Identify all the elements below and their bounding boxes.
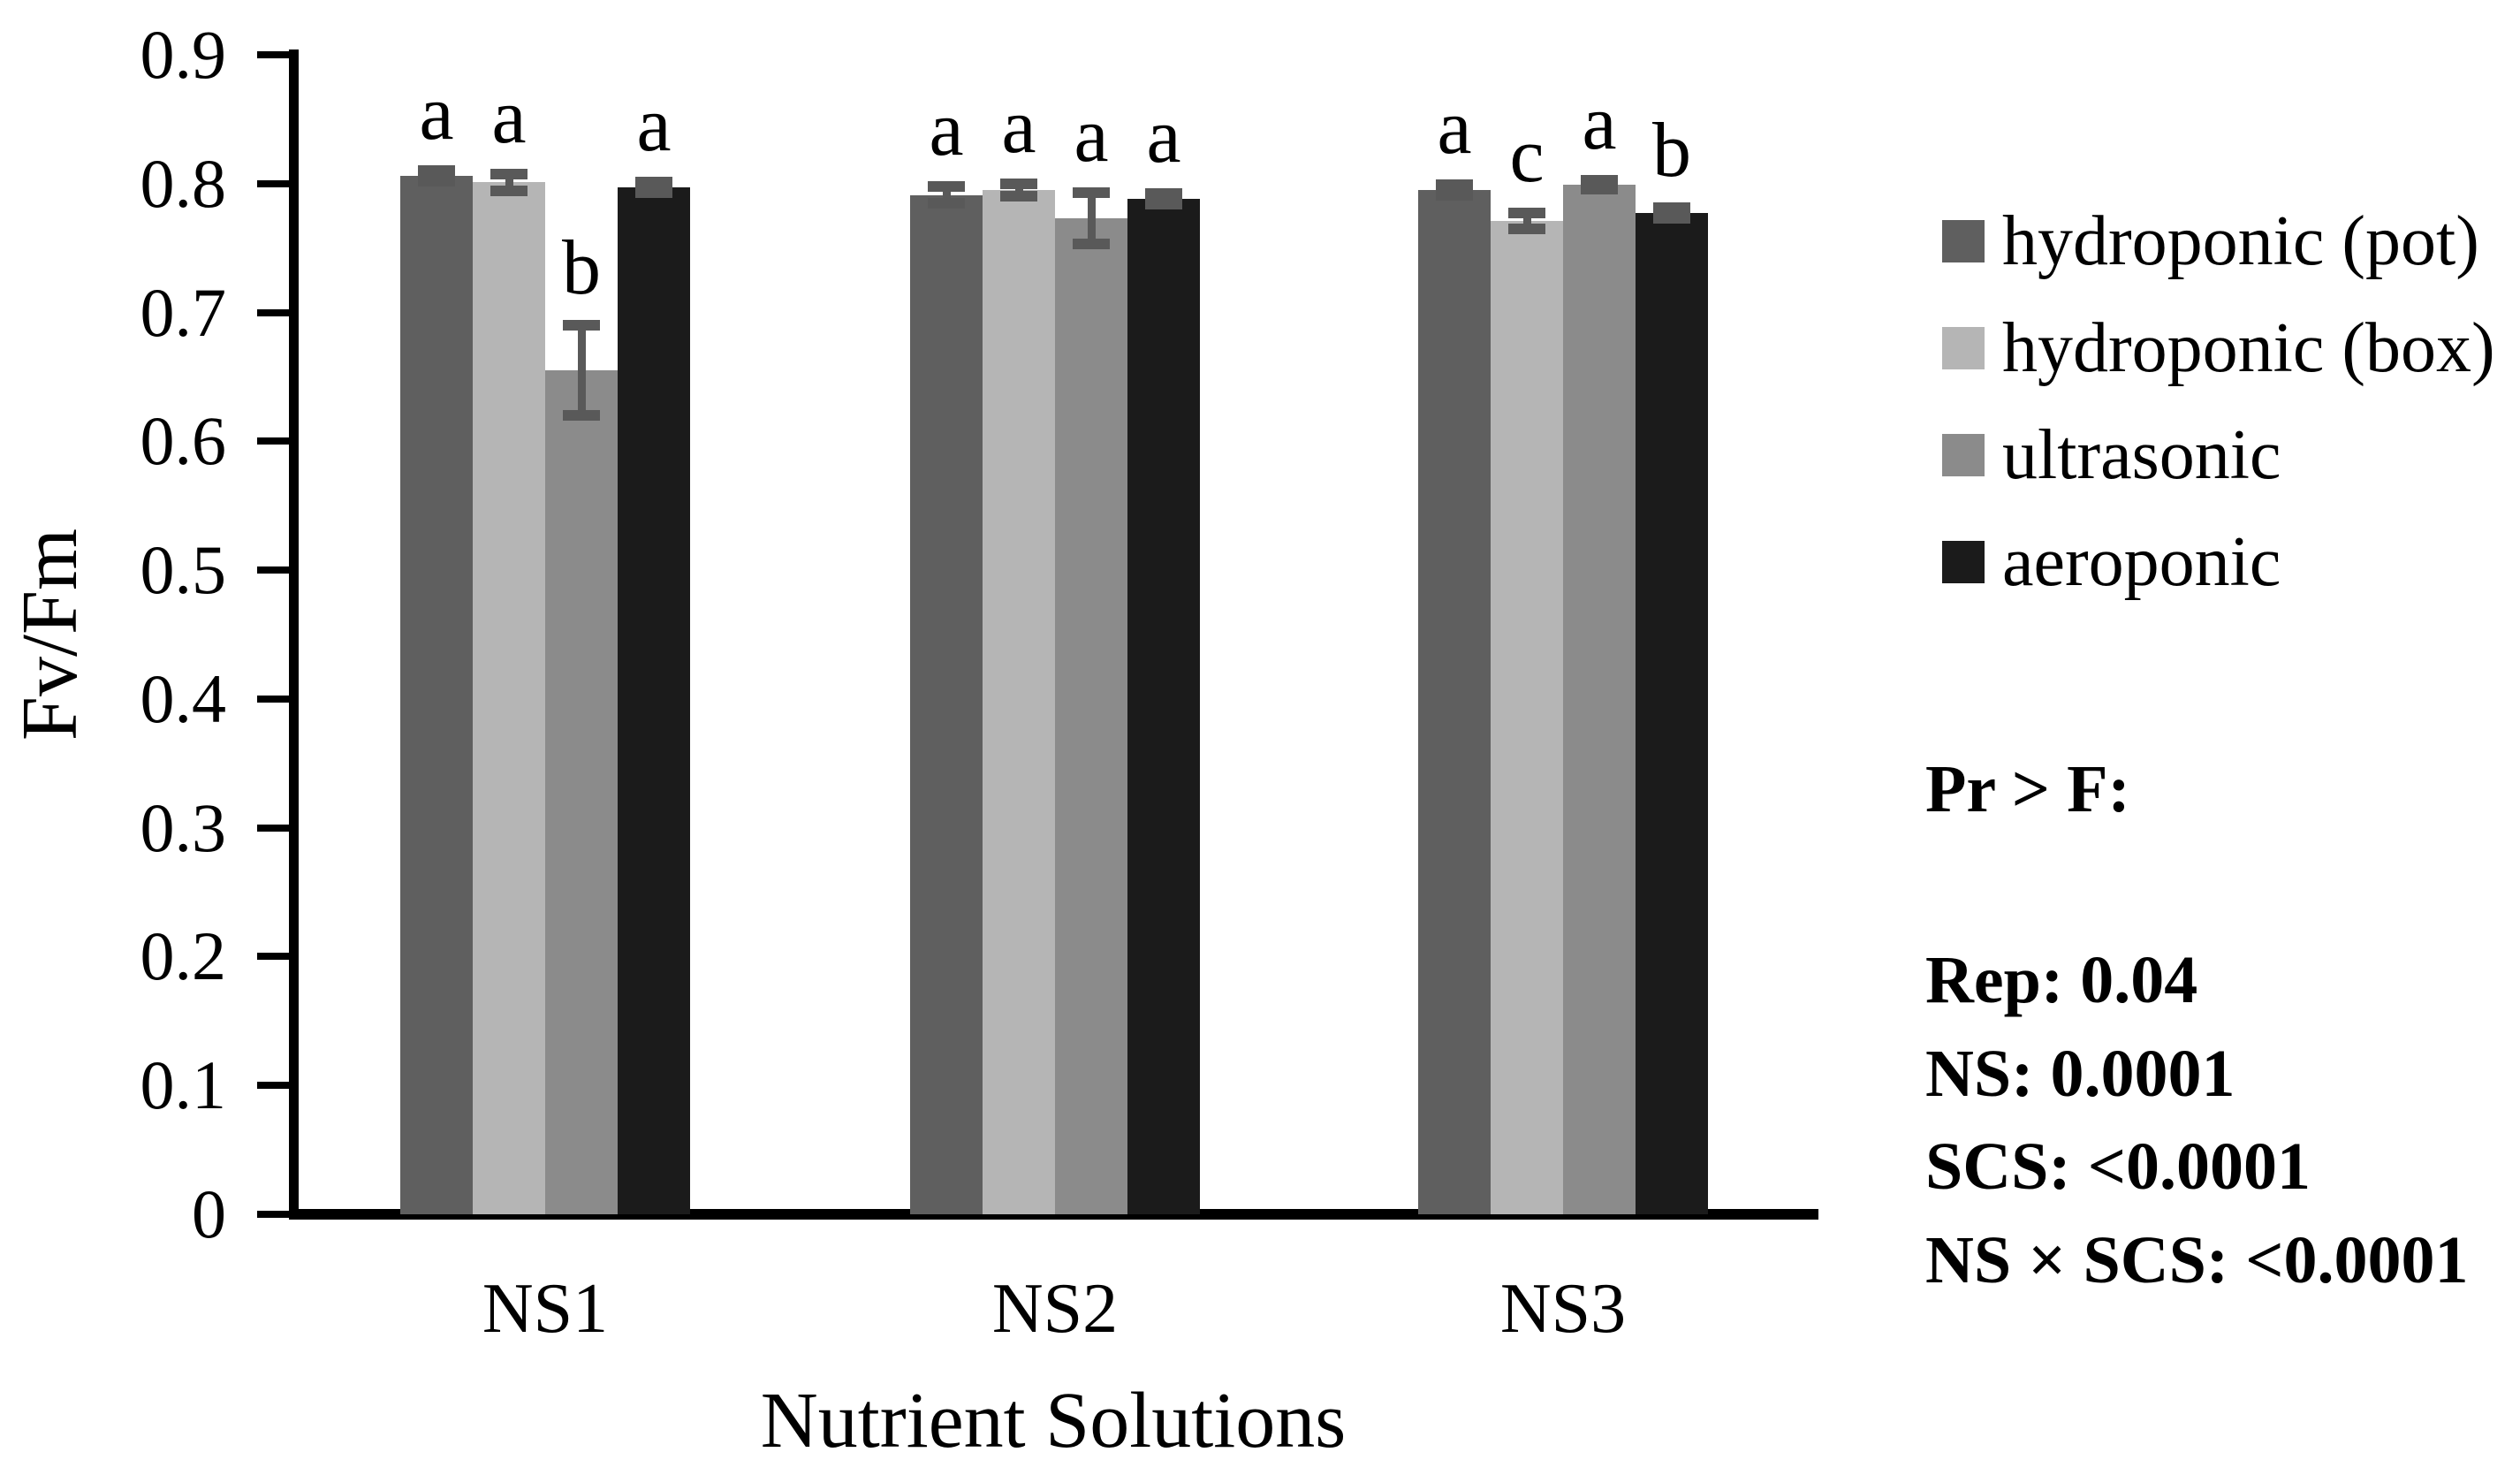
error-bar-cap-top [1508, 208, 1545, 219]
error-bar-cap-bottom [635, 186, 672, 198]
error-bar-cap-bottom [1581, 184, 1618, 195]
error-bar-cap-top [563, 320, 600, 331]
y-tick [257, 1082, 289, 1090]
error-bar-stem [942, 186, 951, 204]
stats-line: NS × SCS: <0.0001 [1925, 1222, 2469, 1297]
y-tick-label: 0.7 [140, 273, 227, 351]
error-bar-cap-bottom [418, 175, 455, 186]
error-bar-cap-bottom [563, 410, 600, 422]
error-bar-cap-bottom [1073, 239, 1110, 250]
significance-letter: a [1437, 85, 1472, 171]
bar [473, 182, 545, 1214]
significance-letter: b [562, 225, 601, 312]
error-bar-cap-top [928, 181, 965, 193]
error-bar-cap-top [490, 168, 528, 179]
error-bar-cap-bottom [1436, 189, 1473, 201]
error-bar-cap-top [418, 165, 455, 177]
stats-line: Rep: 0.04 [1925, 943, 2198, 1017]
bar [1491, 221, 1563, 1214]
legend-swatch [1942, 434, 1985, 476]
category-label: NS3 [1499, 1270, 1627, 1348]
significance-letter: a [1582, 80, 1617, 167]
stats-line: NS: 0.0001 [1925, 1036, 2235, 1111]
y-tick-label: 0.8 [140, 144, 227, 222]
significance-letter: a [1146, 94, 1181, 180]
significance-letter: a [491, 73, 527, 160]
significance-letter: a [636, 82, 672, 169]
bar [545, 370, 618, 1214]
error-bar-cap-bottom [928, 198, 965, 209]
category-label: NS1 [482, 1270, 609, 1348]
error-bar-cap-bottom [1145, 199, 1182, 210]
stats-line: SCS: <0.0001 [1925, 1129, 2311, 1204]
bar [1418, 190, 1491, 1214]
bar [1563, 185, 1636, 1214]
legend-swatch [1942, 327, 1985, 369]
error-bar-stem [505, 173, 513, 191]
y-tick [257, 51, 289, 58]
bar [618, 187, 690, 1214]
y-tick-label: 0.6 [140, 402, 227, 480]
y-tick-label: 0.3 [140, 788, 227, 866]
y-tick-label: 0.9 [140, 16, 227, 93]
y-tick-label: 0.4 [140, 659, 227, 737]
y-tick-label: 0 [192, 1175, 226, 1252]
error-bar-cap-top [1000, 178, 1037, 189]
stats-heading: Pr > F: [1925, 752, 2130, 826]
y-tick [257, 437, 289, 445]
legend-label: aeroponic [2002, 523, 2281, 601]
error-bar-cap-bottom [1653, 213, 1690, 224]
significance-letter: a [1074, 92, 1109, 179]
legend-label: ultrasonic [2002, 416, 2281, 494]
significance-letter: a [419, 71, 454, 157]
legend-swatch [1942, 220, 1985, 262]
error-bar-stem [1087, 192, 1096, 245]
error-bar-stem [1014, 183, 1023, 197]
error-bar-cap-top [1436, 179, 1473, 191]
error-bar-cap-top [635, 177, 672, 188]
error-bar-cap-bottom [1000, 191, 1037, 202]
bar [400, 176, 473, 1214]
bar [1055, 218, 1127, 1214]
significance-letter: c [1509, 113, 1545, 200]
significance-letter: b [1652, 108, 1691, 194]
y-tick [257, 308, 289, 316]
legend-label: hydroponic (box) [2002, 309, 2495, 387]
bar [983, 190, 1055, 1214]
y-tick-label: 0.1 [140, 1046, 227, 1124]
x-axis-title: Nutrient Solutions [760, 1377, 1347, 1464]
bar [1127, 199, 1200, 1214]
bar [910, 194, 983, 1214]
y-tick [257, 824, 289, 832]
error-bar-cap-top [1145, 188, 1182, 200]
significance-letter: a [1001, 83, 1036, 170]
legend-label: hydroponic (pot) [2002, 202, 2479, 280]
error-bar-cap-top [1581, 175, 1618, 186]
error-bar-cap-top [1073, 186, 1110, 198]
y-tick-label: 0.2 [140, 917, 227, 995]
y-tick [257, 566, 289, 574]
category-label: NS2 [991, 1270, 1119, 1348]
error-bar-stem [1522, 213, 1531, 229]
y-axis-line [289, 49, 299, 1220]
y-tick [257, 695, 289, 703]
bar [1636, 213, 1708, 1214]
legend-swatch [1942, 541, 1985, 583]
y-tick [257, 953, 289, 961]
y-tick [257, 179, 289, 187]
significance-letter: a [929, 87, 964, 173]
error-bar-stem [577, 325, 586, 416]
error-bar-cap-bottom [1508, 223, 1545, 234]
error-bar-cap-bottom [490, 185, 528, 196]
y-tick-label: 0.5 [140, 531, 227, 609]
y-tick [257, 1211, 289, 1218]
error-bar-cap-top [1653, 202, 1690, 214]
